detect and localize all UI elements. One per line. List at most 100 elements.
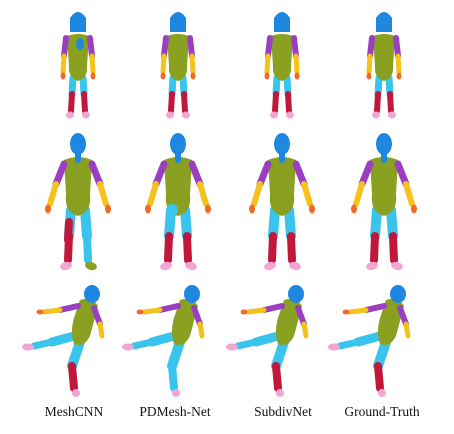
right-hand <box>205 204 211 214</box>
right-forearm <box>89 53 96 75</box>
back-shin <box>336 338 362 350</box>
rear-hand <box>136 309 144 315</box>
torso <box>172 298 198 345</box>
mesh-meshcnn-row-1 <box>60 12 96 119</box>
caption-pdmesh-net: PDMesh-Net <box>139 404 211 419</box>
left-hand <box>351 204 357 214</box>
support-foot <box>276 389 284 397</box>
right-upper-arm <box>187 35 195 59</box>
left-shin <box>164 232 173 264</box>
right-forearm <box>189 53 196 75</box>
mesh-meshcnn-row-2 <box>45 133 111 271</box>
mesh-meshcnn-row-3 <box>22 285 105 397</box>
left-hand <box>264 72 270 80</box>
right-hand <box>190 72 196 80</box>
right-upper-arm <box>88 160 104 188</box>
right-foot <box>85 261 97 271</box>
support-shin <box>68 362 78 392</box>
left-upper-arm <box>61 35 69 59</box>
left-upper-arm <box>265 35 273 59</box>
right-foot <box>182 111 190 119</box>
head <box>170 133 186 155</box>
right-hand <box>309 204 315 214</box>
rear-forearm <box>347 307 369 315</box>
right-shin <box>83 232 92 264</box>
head <box>184 285 200 303</box>
left-hand <box>60 72 66 80</box>
left-shin <box>272 91 279 114</box>
back-thigh <box>147 331 179 347</box>
left-foot <box>66 111 74 119</box>
front-upper-arm <box>397 305 409 327</box>
head <box>390 285 406 303</box>
back-shin <box>234 338 260 350</box>
caption-meshcnn: MeshCNN <box>44 404 104 419</box>
right-shin <box>389 232 398 264</box>
rear-upper-arm <box>157 303 181 313</box>
left-forearm <box>353 181 365 207</box>
torso <box>276 298 302 345</box>
right-forearm <box>97 181 109 207</box>
right-thigh <box>284 205 296 241</box>
mesh-subdivnet-row-2 <box>249 133 315 271</box>
right-upper-arm <box>87 35 95 59</box>
right-forearm <box>395 53 402 75</box>
torso <box>378 298 404 345</box>
right-hand <box>396 72 402 80</box>
left-forearm <box>264 53 271 75</box>
right-shin <box>181 91 188 114</box>
rear-upper-arm <box>261 303 285 313</box>
left-forearm <box>147 181 159 207</box>
back-foot <box>22 343 34 351</box>
front-forearm <box>403 321 411 339</box>
left-upper-arm <box>161 35 169 59</box>
left-foot <box>366 261 378 271</box>
mesh-ground-truth-row-3 <box>328 285 411 397</box>
left-hand <box>45 204 51 214</box>
right-upper-arm <box>291 35 299 59</box>
back-foot <box>122 343 134 351</box>
torso <box>167 34 189 81</box>
rear-hand <box>240 309 248 315</box>
right-forearm <box>403 181 415 207</box>
right-hand <box>411 204 417 214</box>
caption-ground-truth: Ground-Truth <box>344 404 420 419</box>
support-foot <box>378 389 386 397</box>
mesh-pdmesh-net-row-3 <box>122 285 205 397</box>
left-upper-arm <box>367 35 375 59</box>
back-thigh <box>353 331 385 347</box>
left-hand <box>145 204 151 214</box>
head <box>275 14 289 30</box>
right-upper-arm <box>292 160 308 188</box>
head <box>71 14 85 30</box>
support-shin <box>374 362 384 392</box>
right-forearm <box>197 181 209 207</box>
torso <box>373 34 395 81</box>
left-shin <box>370 232 379 264</box>
right-upper-arm <box>394 160 410 188</box>
right-shin <box>287 232 296 264</box>
back-thigh <box>47 331 79 347</box>
front-forearm <box>97 321 105 339</box>
left-upper-arm <box>358 160 374 188</box>
left-forearm <box>60 53 67 75</box>
right-forearm <box>293 53 300 75</box>
right-foot <box>388 111 396 119</box>
right-foot <box>185 261 197 271</box>
left-foot <box>270 111 278 119</box>
torso <box>64 157 92 216</box>
right-hand <box>90 72 96 80</box>
head <box>377 14 391 30</box>
support-foot <box>172 389 180 397</box>
left-foot <box>372 111 380 119</box>
right-shin <box>81 91 88 114</box>
support-thigh <box>67 337 85 371</box>
left-foot <box>264 261 276 271</box>
support-thigh <box>271 337 289 371</box>
right-thigh <box>180 205 192 241</box>
head <box>70 133 86 155</box>
support-shin <box>272 362 282 392</box>
front-forearm <box>301 321 309 339</box>
